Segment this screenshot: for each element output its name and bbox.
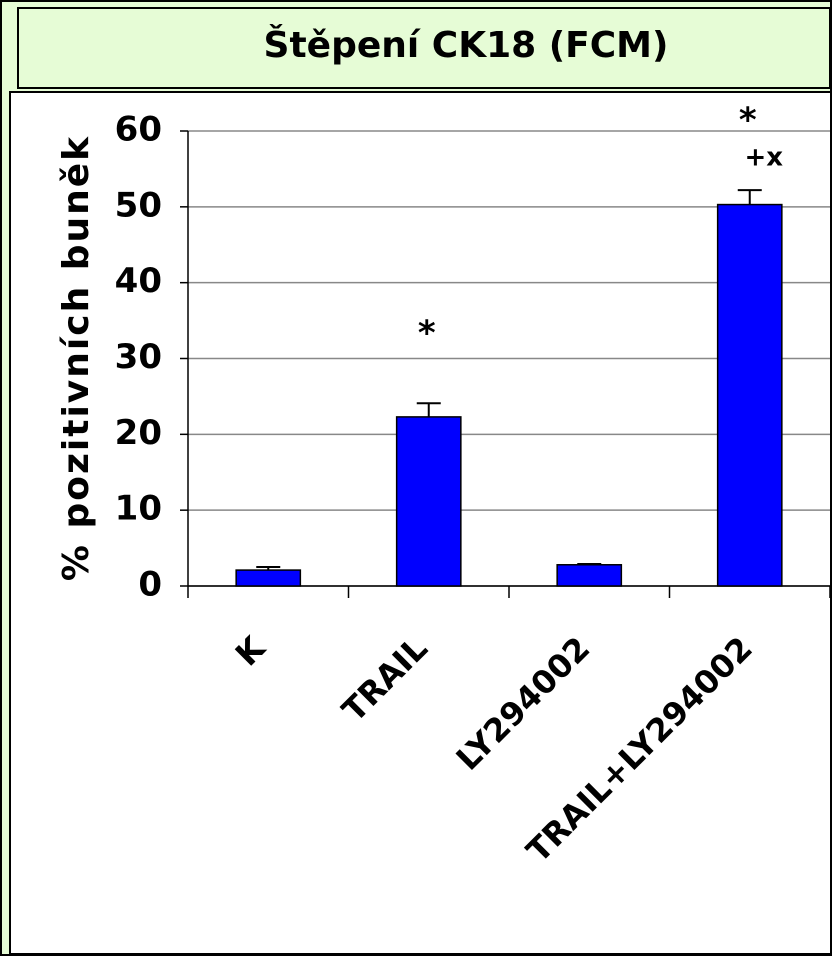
chart-title: Štěpení CK18 (FCM) xyxy=(264,24,669,66)
bar xyxy=(556,564,623,587)
y-tick-label: 50 xyxy=(115,185,162,225)
y-tick-label: 30 xyxy=(115,337,162,377)
error-bar xyxy=(256,566,281,571)
error-bar xyxy=(416,402,441,417)
bar xyxy=(235,569,302,587)
error-bar xyxy=(737,189,762,205)
significance-sub-marker: +x xyxy=(744,143,783,173)
title-box xyxy=(17,7,831,89)
bar xyxy=(716,203,783,587)
significance-marker: * xyxy=(418,314,436,354)
y-tick-label: 10 xyxy=(115,489,162,529)
y-tick-label: 0 xyxy=(138,565,162,605)
y-tick-label: 20 xyxy=(115,413,162,453)
error-bar xyxy=(577,563,602,566)
bar xyxy=(395,416,462,587)
y-axis-label: % pozitivních buněk xyxy=(56,135,97,581)
y-tick-label: 40 xyxy=(115,261,162,301)
significance-marker: * xyxy=(739,101,757,141)
y-tick-label: 60 xyxy=(115,110,162,150)
